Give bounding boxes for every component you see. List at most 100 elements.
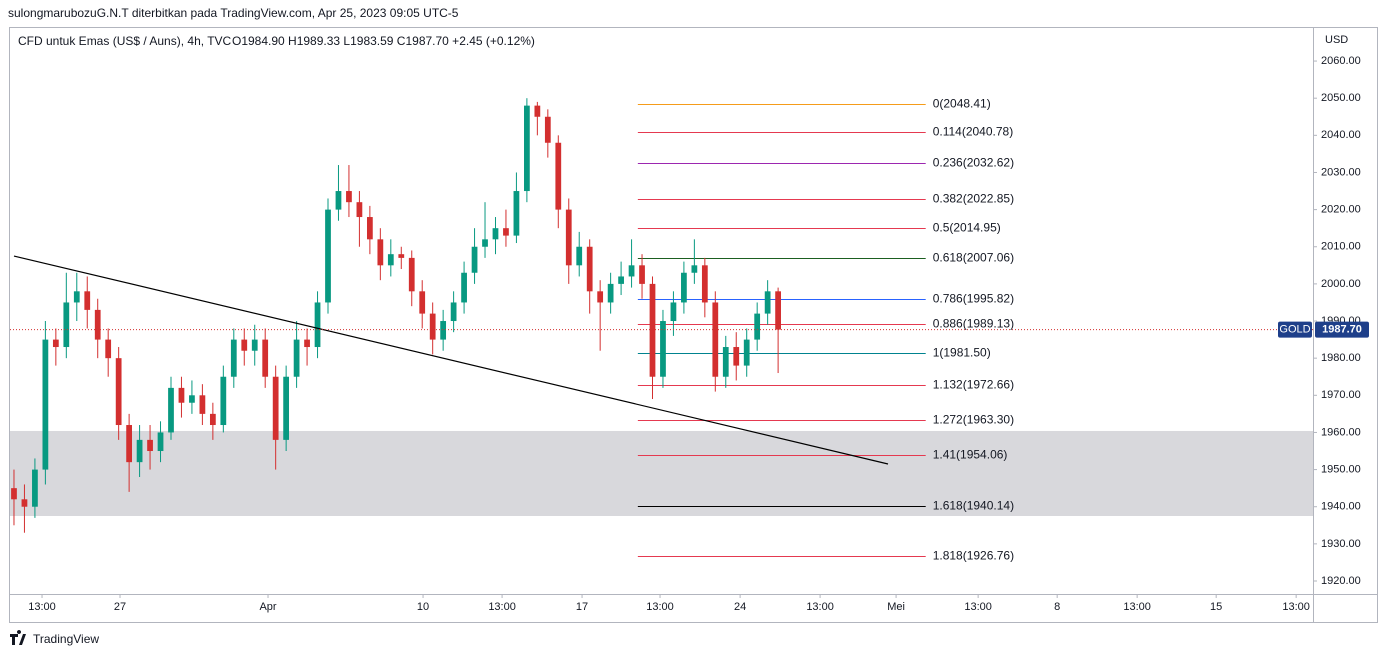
x-tick-label: 15 [1210,601,1222,613]
ohlc-legend: O1984.90 H1989.33 L1983.59 C1987.70 +2.4… [232,34,535,48]
candle-body [11,488,17,500]
candle-body [178,387,185,403]
candle-body [220,376,227,426]
candle-body [544,116,551,143]
candle-body [618,276,624,284]
candle-body [722,347,729,377]
candle-body [660,321,666,377]
candle-body [586,246,593,292]
candle-body [52,339,59,348]
candle-body [21,499,28,507]
candle-body [743,339,750,366]
candle-body [419,291,426,314]
y-tick-label: 2040.00 [1321,129,1361,141]
candle-body [628,265,635,277]
y-tick-label: 1930.00 [1321,538,1361,550]
y-tick-label: 2050.00 [1321,92,1361,104]
candle-body [701,265,708,303]
x-tick-label: 13:00 [488,601,516,613]
fib-label: 1.818(1926.76) [933,549,1014,563]
symbol-title: CFD untuk Emas (US$ / Auns), 4h, TVC [18,34,232,48]
frame [9,27,1378,623]
candle-body [754,313,761,340]
x-tick-label: Apr [259,601,276,613]
candle-body [639,265,645,284]
x-tick-label: Mei [887,601,905,613]
candle-body [136,439,143,463]
candle-body [94,309,101,340]
fib-label: 0.114(2040.78) [933,125,1014,139]
candle-body [314,302,321,348]
candle-body [461,272,467,303]
candle-body [251,339,258,351]
candle-body [387,254,394,266]
y-tick-label: 2020.00 [1321,204,1361,216]
fib-label: 0.236(2032.62) [933,156,1014,170]
candle-body [503,228,509,236]
candle-body [32,469,38,507]
x-tick-label: 27 [114,601,126,613]
candle-body [335,191,342,210]
x-tick-label: 17 [576,601,588,613]
candle-body [283,376,290,440]
fib-label: 0.382(2022.85) [933,192,1014,206]
brand-logo [10,630,26,645]
candle-body [764,291,771,314]
candle-body [209,413,216,426]
candle-body [304,339,310,348]
price-label: 1987.70 [1322,323,1362,335]
fib-label: 0.786(1995.82) [933,292,1014,306]
x-tick-label: 10 [417,601,429,613]
fib-label: 1.41(1954.06) [933,448,1008,462]
y-tick-label: 1960.00 [1321,426,1361,438]
support-zone [10,430,1313,517]
x-tick-label: 13:00 [1282,601,1310,613]
candle-body [492,228,499,240]
candle-body [272,376,279,440]
candle-body [450,302,457,322]
candle-body [733,347,740,366]
candle-body [597,291,604,303]
fib-label: 0.886(1989.13) [933,317,1014,331]
candle-body [366,217,373,240]
header: sulongmarubozuG.N.T diterbitkan pada Tra… [8,6,459,20]
x-tick-label: 13:00 [1123,601,1151,613]
candle-body [42,339,49,470]
candle-body [681,272,687,303]
candle-body [482,239,488,247]
candle-body [147,439,153,452]
x-tick-label: 13:00 [964,601,992,613]
candle-body [73,291,80,303]
fib-label: 0(2048.41) [933,97,991,111]
plot-area: 0(2048.41) 0.114(2040.78) 0.236(2032.62) 0.… [10,97,1313,563]
candle-body [440,321,447,340]
x-tick-label: 24 [734,601,746,613]
x-tick-label: 13:00 [28,601,56,613]
candle-body [513,191,520,236]
y-tick-label: 1920.00 [1321,575,1361,587]
candle-body [712,302,719,377]
candle-body [649,283,656,377]
candle-body [398,254,405,258]
y-tick-label: 2010.00 [1321,241,1361,253]
candle-body [325,209,331,303]
candle-body [168,387,174,433]
candle-body [607,283,614,303]
candle-body [189,395,195,403]
x-tick-label: 8 [1054,601,1060,613]
y-tick-label: 1970.00 [1321,389,1361,401]
candle-body [84,291,91,310]
fib-label: 1.272(1963.30) [933,413,1014,427]
candle-body [115,358,122,426]
symbol-label: GOLD [1279,323,1310,335]
price-badge [1315,321,1369,338]
candle-body [356,202,363,218]
candle-body [775,291,781,330]
candle-body [199,395,206,414]
symbol-badge [1278,321,1312,338]
x-tick-label: 13:00 [646,601,674,613]
candle-body [524,105,530,192]
candle-body [346,191,352,203]
fib-label: 1.618(1940.14) [933,499,1014,513]
